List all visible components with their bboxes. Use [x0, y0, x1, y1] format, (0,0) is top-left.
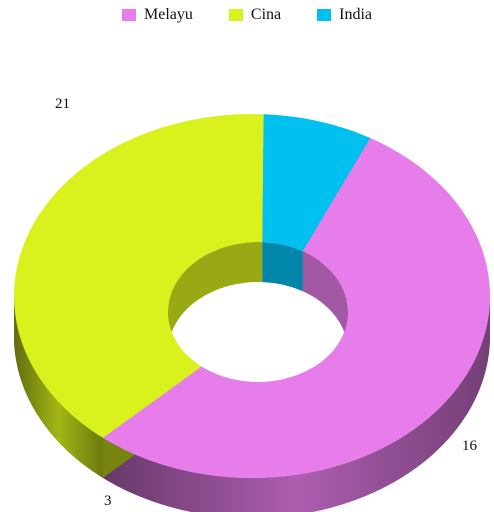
slice-hole-wall-india	[262, 242, 303, 292]
legend-item-melayu: Melayu	[122, 6, 193, 24]
slice-side-cina	[14, 296, 103, 478]
legend-item-cina: Cina	[228, 6, 282, 24]
slice-hole-wall-cina	[168, 242, 263, 352]
slice-india	[262, 114, 371, 252]
data-label-cina: 16	[462, 438, 478, 454]
legend-item-india: India	[317, 6, 372, 24]
data-label-india: 3	[104, 493, 112, 509]
legend-swatch-cina	[228, 9, 243, 21]
slice-hole-wall-melayu	[302, 251, 348, 352]
legend-swatch-india	[317, 9, 332, 21]
chart-legend: Melayu Cina India	[0, 6, 494, 24]
legend-label-cina: Cina	[250, 6, 282, 23]
legend-swatch-melayu	[122, 9, 137, 21]
legend-label-india: India	[339, 6, 372, 23]
slice-melayu	[102, 138, 491, 479]
slice-side-melayu	[102, 296, 490, 512]
legend-label-melayu: Melayu	[144, 6, 193, 23]
data-label-melayu: 21	[55, 96, 70, 112]
slice-cina	[14, 114, 264, 438]
